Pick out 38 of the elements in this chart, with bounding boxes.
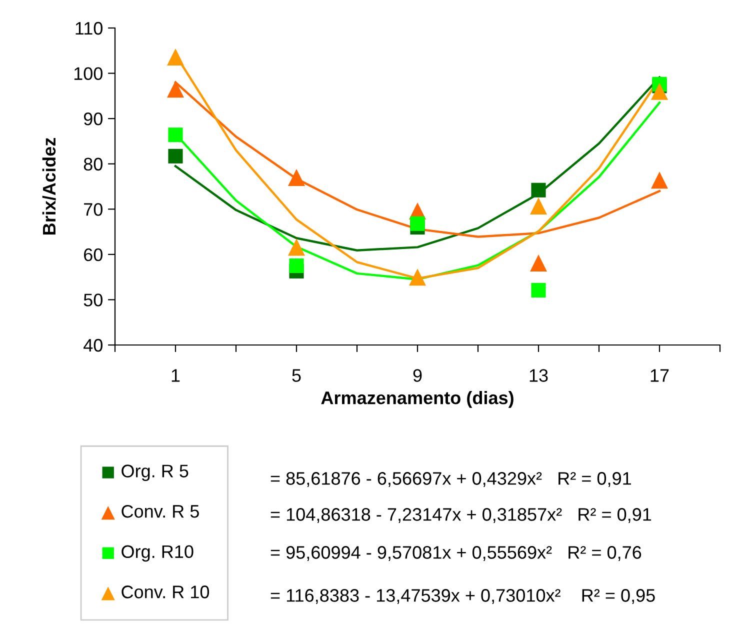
point <box>289 258 304 274</box>
y-axis-title: Brix/Acidez <box>42 138 56 234</box>
text: = 116,8383 - 13,47539x + 0,73010x² R² = 0,95 <box>270 589 655 604</box>
point <box>530 254 548 272</box>
y-tick-label: 50 <box>84 294 102 306</box>
legend-label: Conv. R 10 <box>122 586 210 598</box>
x-tick-label: 17 <box>650 369 669 382</box>
point <box>168 128 183 142</box>
y-tick-label: 80 <box>84 158 102 171</box>
legend-label: Org. R 5 <box>122 464 188 482</box>
x-tick-label: 5 <box>292 369 301 382</box>
y-tick-label: 100 <box>74 67 102 80</box>
point <box>530 197 548 214</box>
point <box>166 48 184 66</box>
point <box>531 182 546 198</box>
point <box>288 168 306 186</box>
legend-label: Conv. R 5 <box>122 504 199 518</box>
point <box>408 268 426 286</box>
x-tick-label: 13 <box>530 369 548 382</box>
x-tick-label: 1 <box>172 369 180 382</box>
y-tick-label: 40 <box>84 338 102 352</box>
x-axis-title: Armazenamento (dias) <box>321 391 514 408</box>
point <box>166 80 184 98</box>
point <box>168 148 183 164</box>
text: = 95,60994 - 9,57081x + 0,55569x² R² = 0,76 <box>270 546 642 561</box>
point <box>288 238 306 256</box>
y-tick-label: 110 <box>76 22 102 35</box>
point <box>650 82 668 100</box>
point <box>410 216 425 231</box>
point <box>531 282 546 298</box>
y-tick-label: 90 <box>84 112 102 126</box>
x-tick-label: 9 <box>413 369 422 382</box>
text: = 104,86318 - 7,23147x + 0,31857x² R² = 0,91 <box>270 508 652 523</box>
y-tick-label: 70 <box>84 203 102 216</box>
point <box>650 172 668 189</box>
text: = 85,61876 - 6,56697x + 0,4329x² R² = 0,91 <box>270 472 631 487</box>
legend-label: Org. R10 <box>122 545 194 562</box>
y-tick-label: 60 <box>84 248 102 262</box>
